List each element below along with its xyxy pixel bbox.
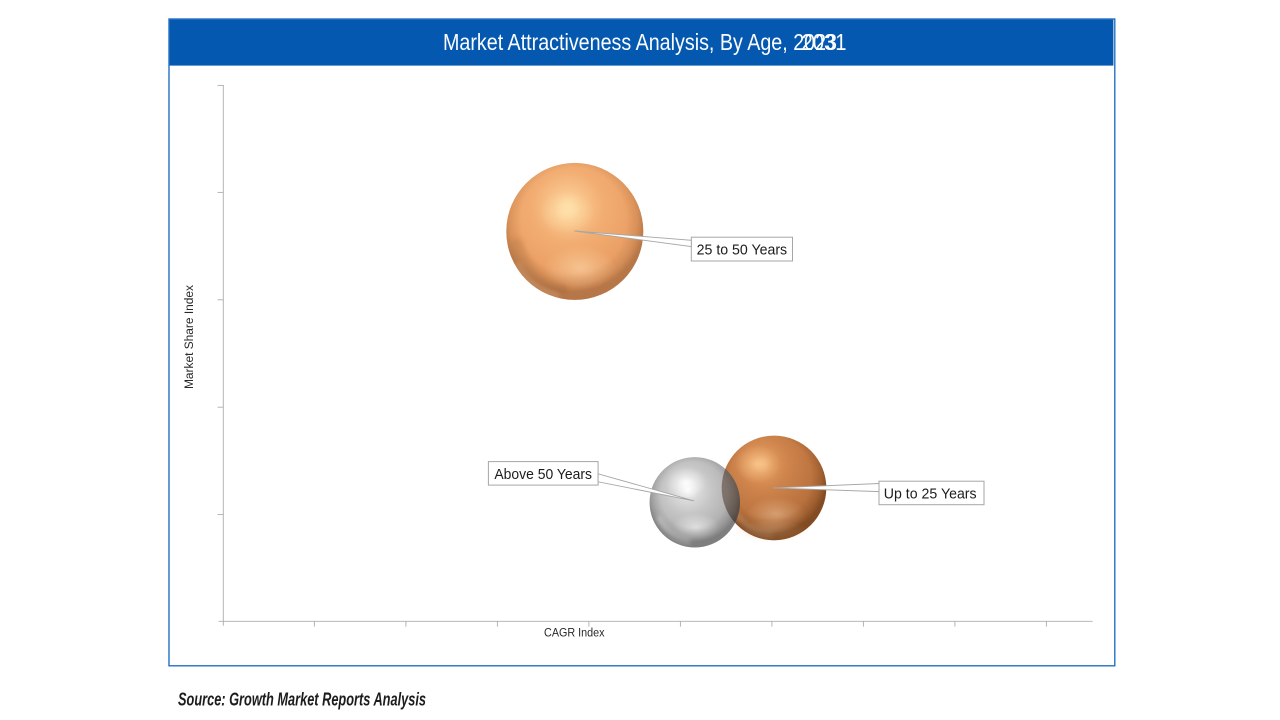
svg-text:Market Share Index: Market Share Index — [182, 284, 196, 389]
svg-text:2031: 2031 — [802, 29, 847, 55]
svg-text:Above 50 Years: Above 50 Years — [494, 467, 592, 483]
svg-text:CAGR Index: CAGR Index — [544, 625, 605, 639]
svg-text:Up to 25 Years: Up to 25 Years — [884, 486, 977, 502]
svg-text:25 to 50 Years: 25 to 50 Years — [697, 243, 788, 259]
svg-text:Market Attractiveness Analysis: Market Attractiveness Analysis, By Age, … — [443, 29, 837, 55]
svg-text:Source: Growth Market Reports: Source: Growth Market Reports Analysis — [178, 689, 426, 709]
